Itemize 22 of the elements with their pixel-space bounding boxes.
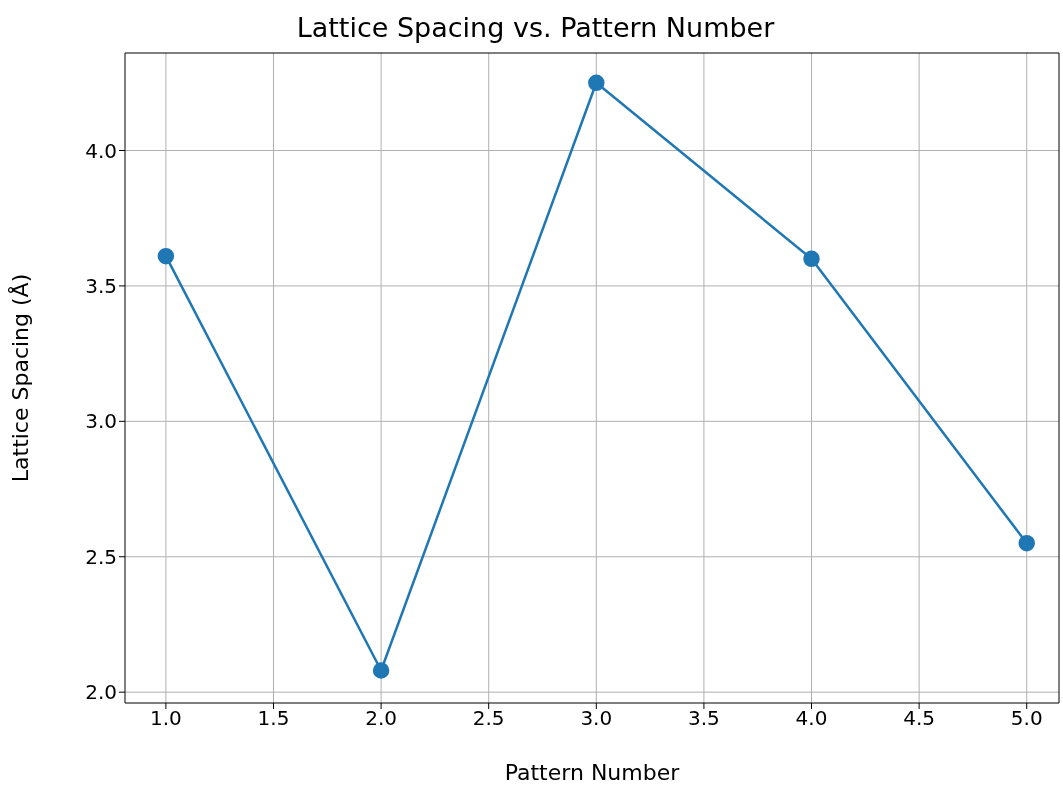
x-tick-label: 4.0 (795, 706, 828, 731)
x-tick-label: 4.5 (903, 706, 936, 731)
y-tick-label: 2.5 (85, 544, 117, 569)
x-tick-label: 2.0 (365, 706, 397, 731)
point (803, 250, 820, 268)
x-tick-label: 3.5 (688, 706, 720, 731)
y-tick-label: 4.0 (85, 138, 117, 163)
x-tick-label: 1.5 (257, 706, 290, 731)
y-tick-label: 2.0 (85, 680, 117, 705)
point (372, 662, 390, 679)
point (1018, 534, 1035, 552)
x-tick-label: 1.0 (149, 706, 182, 731)
x-axis-title: Pattern Number (504, 760, 681, 785)
point (157, 247, 175, 265)
y-axis-title: Lattice Spacing (Å) (6, 273, 33, 483)
chart-title: Lattice Spacing vs. Pattern Number (295, 11, 776, 45)
x-tick-label: 5.0 (1010, 706, 1043, 731)
y-tick-label: 3.0 (85, 409, 117, 434)
point (588, 74, 605, 92)
x-tick-label: 2.5 (472, 706, 505, 731)
x-tick-label: 3.0 (580, 706, 613, 731)
y-tick-label: 3.5 (85, 274, 117, 299)
